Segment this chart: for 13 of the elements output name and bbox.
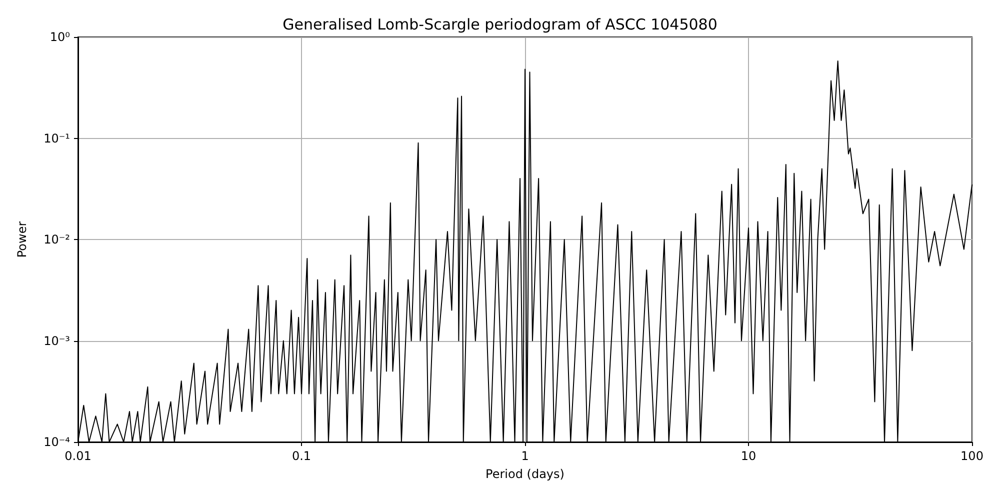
x-tick-label: 10 xyxy=(740,449,756,463)
y-axis-title: Power xyxy=(15,221,29,258)
x-tick-label: 0.1 xyxy=(292,449,312,463)
y-tick-label: 10⁻² xyxy=(44,232,70,246)
y-tick-label: 10⁻⁴ xyxy=(44,435,70,449)
y-tick-label: 10⁰ xyxy=(50,30,70,44)
chart-title: Generalised Lomb-Scargle periodogram of ASCC 1045080 xyxy=(282,16,718,34)
y-tick-label: 10⁻¹ xyxy=(44,131,70,146)
x-tick-label: 0.01 xyxy=(64,449,92,463)
x-tick-label: 100 xyxy=(960,449,984,463)
x-axis-title: Period (days) xyxy=(486,467,564,481)
x-tick-label: 1 xyxy=(521,449,529,463)
y-tick-label: 10⁻³ xyxy=(44,334,70,348)
